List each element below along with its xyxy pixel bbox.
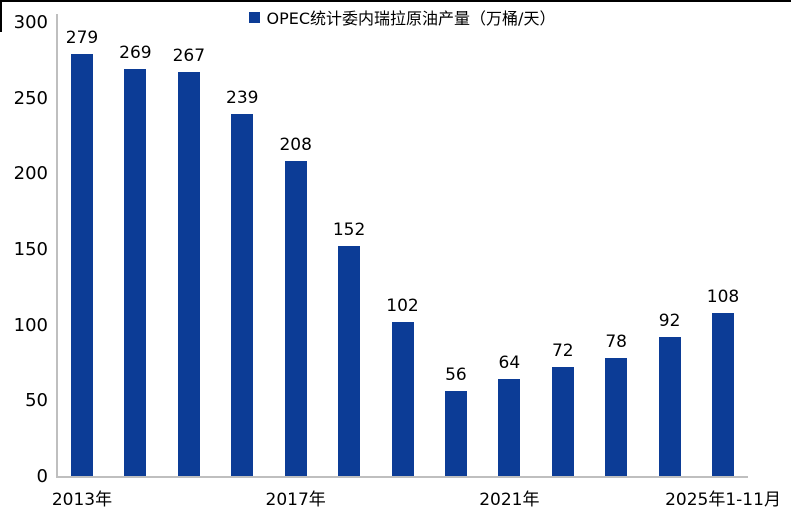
bar-152 [338, 245, 361, 476]
bar-value-label: 208 [279, 135, 312, 156]
y-tick-label: 200 [13, 163, 48, 185]
x-tick-label: 2017年 [265, 490, 326, 510]
bar-value-label: 72 [551, 341, 574, 362]
bar-value-label: 279 [65, 27, 99, 48]
bar-279 [71, 53, 93, 476]
y-tick-label: 150 [13, 239, 48, 260]
bar-value-label: 102 [386, 295, 419, 316]
bar-102 [391, 321, 414, 476]
bar-72 [551, 367, 574, 476]
bar-value-label: 269 [119, 42, 152, 63]
y-tick-label: 250 [13, 87, 48, 109]
y-tick-label: 100 [13, 314, 48, 336]
x-tick-label: 2013年 [51, 490, 113, 510]
bar-value-label: 239 [226, 88, 259, 109]
bar-value-label: 64 [498, 353, 521, 374]
bar-92 [658, 336, 681, 476]
y-tick-label: 0 [36, 466, 48, 487]
bar-value-label: 267 [172, 45, 206, 66]
bar-78 [605, 357, 628, 476]
bar-267 [177, 71, 200, 476]
bar-108 [712, 312, 735, 476]
bar-269 [124, 68, 147, 476]
bar-56 [444, 391, 467, 476]
legend: OPEC统计委内瑞拉原油产量（万桶/天） [56, 5, 748, 29]
bar-value-label: 92 [658, 310, 681, 331]
y-axis-line [56, 14, 58, 478]
bar-64 [498, 379, 521, 476]
bar-208 [284, 161, 307, 476]
x-tick-label: 2025年1-11月 [665, 490, 781, 510]
bar-value-label: 78 [605, 331, 627, 352]
bar-value-label: 56 [445, 365, 467, 386]
y-tick-label: 300 [13, 12, 48, 33]
top-border-line [0, 0, 791, 2]
legend-marker-square [248, 11, 260, 23]
x-tick-label: 2021年 [479, 490, 540, 510]
bar-value-label: 108 [706, 286, 740, 307]
left-border-line [0, 0, 2, 32]
bar-value-label: 152 [332, 219, 366, 240]
bar-239 [231, 114, 254, 476]
y-tick-label: 50 [25, 390, 48, 412]
legend-label: OPEC统计委内瑞拉原油产量（万桶/天） [266, 9, 556, 28]
x-axis-line [56, 476, 748, 478]
